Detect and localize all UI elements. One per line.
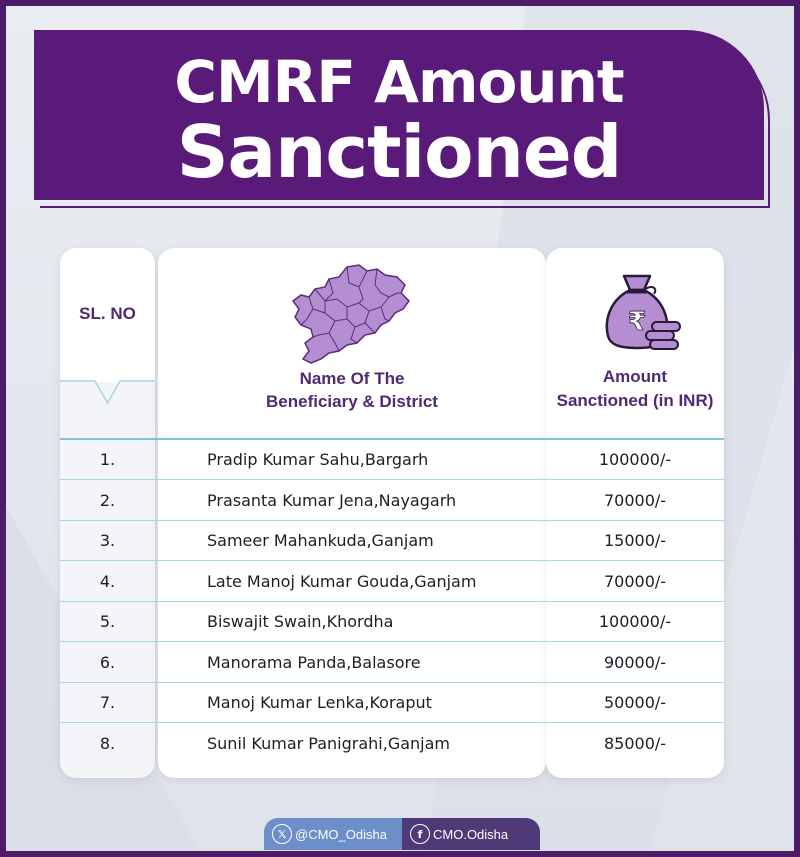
row-sl-no: 5. [99, 612, 116, 631]
row-beneficiary-name: Pradip Kumar Sahu,Bargarh [207, 450, 429, 469]
header-amount-line2: Sanctioned (in INR) [556, 391, 714, 410]
row-beneficiary-name: Prasanta Kumar Jena,Nayagarh [207, 490, 457, 510]
row-sl-no: 7. [99, 693, 116, 712]
row-amount: 85000/- [603, 733, 667, 753]
facebook-handle-text: CMO.Odisha [433, 826, 509, 842]
header-sl-no: SL. NO [79, 304, 136, 323]
header-amount-sanctioned: Amount Sanctioned (in INR) [546, 365, 724, 413]
x-logo-icon: 𝕏 [272, 824, 292, 844]
table-row: 4. Late Manoj Kumar Gouda,Ganjam 70000/- [60, 562, 724, 602]
row-divider [60, 722, 724, 723]
row-divider [60, 479, 724, 480]
header-amount-line1: Amount [602, 367, 668, 386]
header-divider [60, 438, 724, 440]
title-banner-outline [40, 40, 770, 208]
x-handle-badge[interactable]: 𝕏 @CMO_Odisha [264, 818, 402, 850]
row-sl-no: 4. [99, 571, 116, 591]
page-title-line1: CMRF Amount [174, 48, 624, 116]
row-amount: 100000/- [598, 450, 672, 469]
x-handle-text: @CMO_Odisha [295, 826, 387, 842]
row-divider [60, 560, 724, 561]
page-title-line2: Sanctioned [176, 110, 623, 194]
facebook-icon: f [410, 824, 430, 844]
table-row: 8. Sunil Kumar Panigrahi,Ganjam 85000/- [60, 724, 724, 764]
row-sl-no: 2. [99, 490, 116, 510]
row-sl-no: 8. [99, 733, 116, 753]
row-sl-no: 1. [99, 450, 116, 469]
row-beneficiary-name: Biswajit Swain,Khordha [207, 612, 394, 631]
title-banner [34, 30, 764, 200]
chevron-down-icon [60, 380, 155, 410]
money-bag-icon: ₹ [605, 274, 681, 350]
table-row: 2. Prasanta Kumar Jena,Nayagarh 70000/- [60, 481, 724, 521]
table-row: 5. Biswajit Swain,Khordha 100000/- [60, 602, 724, 642]
table-row: 7. Manoj Kumar Lenka,Koraput 50000/- [60, 683, 724, 723]
row-beneficiary-name: Manorama Panda,Balasore [207, 652, 421, 672]
table-row: 3. Sameer Mahankuda,Ganjam 15000/- [60, 521, 724, 561]
header-name-line1: Name Of The [299, 369, 405, 388]
row-sl-no: 3. [99, 531, 116, 550]
row-beneficiary-name: Late Manoj Kumar Gouda,Ganjam [207, 571, 477, 591]
row-beneficiary-name: Sunil Kumar Panigrahi,Ganjam [207, 733, 451, 753]
sl-no-header-cell [60, 248, 155, 382]
svg-text:₹: ₹ [628, 307, 646, 337]
row-amount: 70000/- [603, 571, 667, 591]
row-divider [60, 600, 724, 602]
row-divider [60, 641, 724, 642]
header-beneficiary-district: Name Of The Beneficiary & District [158, 367, 546, 413]
row-amount: 15000/- [603, 531, 667, 550]
table-row: 1. Pradip Kumar Sahu,Bargarh 100000/- [60, 440, 724, 480]
row-beneficiary-name: Manoj Kumar Lenka,Koraput [207, 693, 432, 712]
row-amount: 70000/- [603, 490, 667, 510]
row-sl-no: 6. [99, 652, 116, 672]
row-beneficiary-name: Sameer Mahankuda,Ganjam [207, 531, 434, 550]
odisha-map-icon [291, 264, 410, 364]
header-name-line2: Beneficiary & District [266, 392, 438, 411]
row-amount: 50000/- [603, 693, 667, 712]
row-amount: 100000/- [598, 612, 672, 631]
facebook-handle-badge[interactable]: f CMO.Odisha [402, 818, 540, 850]
row-divider [60, 681, 724, 683]
row-divider [60, 519, 724, 521]
row-amount: 90000/- [603, 652, 667, 672]
table-row: 6. Manorama Panda,Balasore 90000/- [60, 643, 724, 683]
